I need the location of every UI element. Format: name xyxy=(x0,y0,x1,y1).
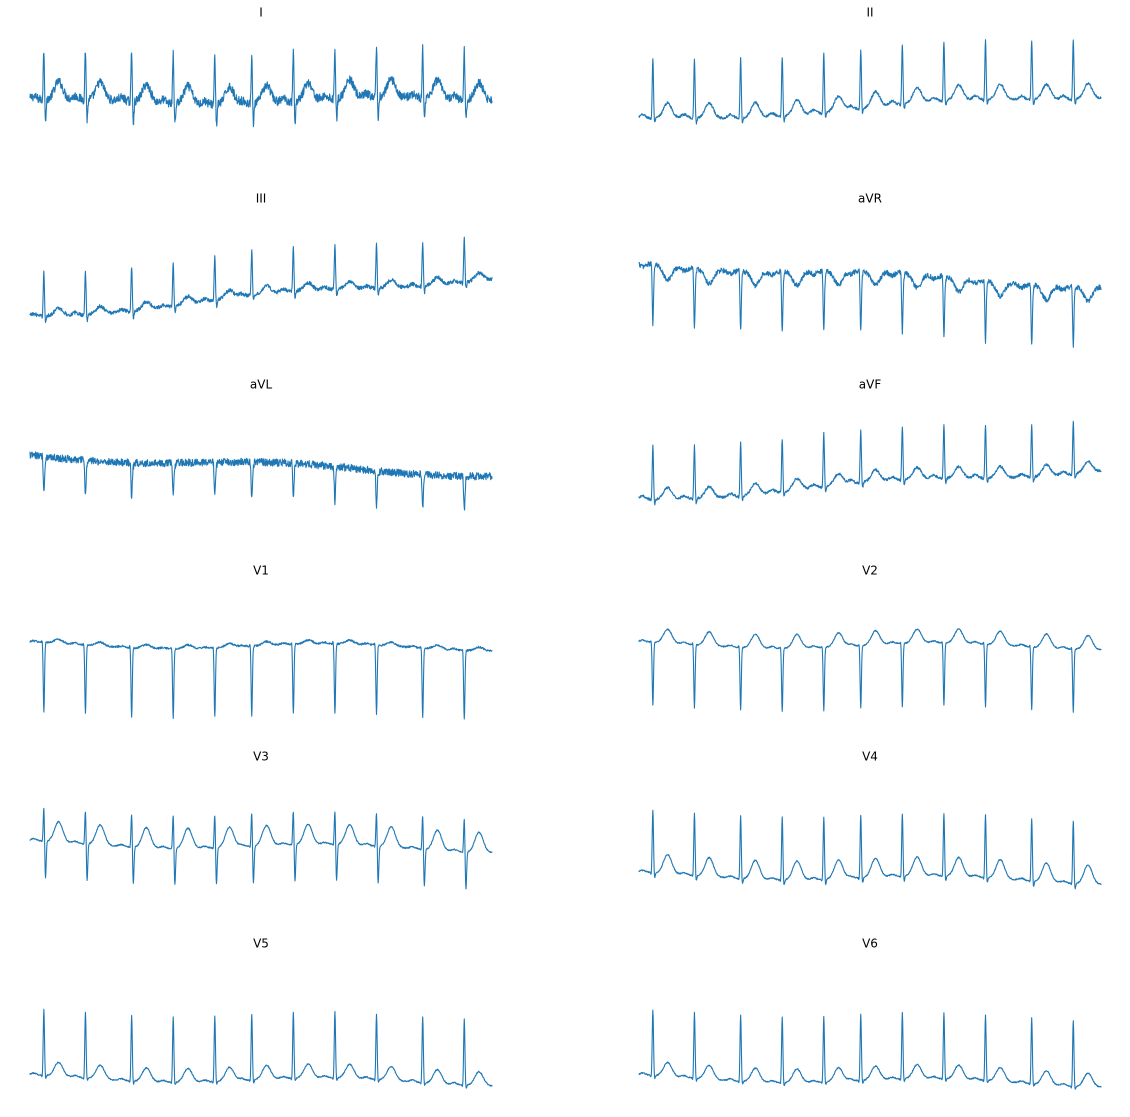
lead-title-iii: III xyxy=(256,192,267,206)
lead-trace-v1 xyxy=(29,638,493,720)
lead-title-v2: V2 xyxy=(862,564,878,578)
lead-title-v5: V5 xyxy=(253,937,269,951)
lead-title-v4: V4 xyxy=(862,750,878,764)
lead-trace-v3 xyxy=(29,807,493,890)
lead-trace-v4 xyxy=(638,809,1102,890)
lead-title-avr: aVR xyxy=(858,192,882,206)
lead-title-avf: aVF xyxy=(859,378,882,392)
lead-title-i: I xyxy=(259,6,263,20)
lead-trace-ii xyxy=(638,39,1102,125)
lead-trace-avf xyxy=(638,420,1102,506)
lead-trace-v6 xyxy=(638,1009,1102,1090)
lead-title-v6: V6 xyxy=(862,937,878,951)
lead-title-v3: V3 xyxy=(253,750,269,764)
lead-title-v1: V1 xyxy=(253,564,269,578)
lead-trace-avr xyxy=(638,260,1102,348)
lead-trace-v5 xyxy=(29,1008,493,1089)
lead-title-ii: II xyxy=(866,6,873,20)
lead-trace-avl xyxy=(29,451,493,511)
lead-trace-i xyxy=(29,44,493,128)
lead-trace-iii xyxy=(29,236,493,324)
lead-title-avl: aVL xyxy=(250,378,273,392)
lead-trace-v2 xyxy=(638,628,1102,713)
